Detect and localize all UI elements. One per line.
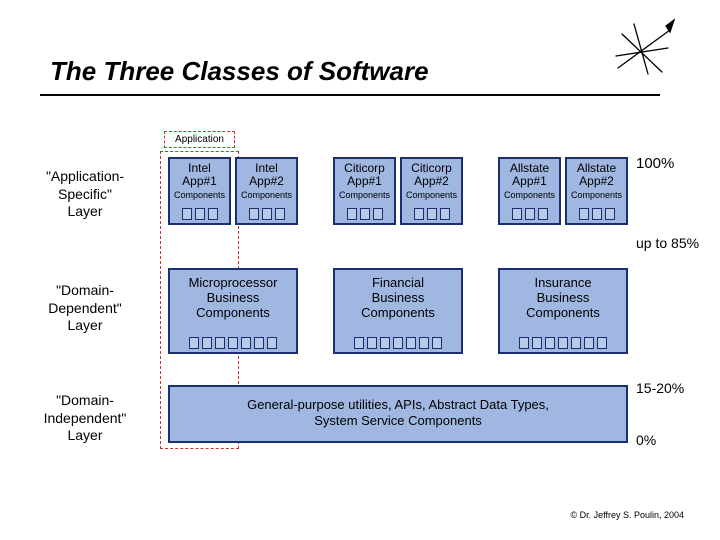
pct-100: 100% [636, 155, 674, 172]
app-cell: IntelApp#1Components [168, 157, 231, 225]
mini-box [380, 337, 390, 349]
mini-box [347, 208, 357, 220]
mini-box [427, 208, 437, 220]
mini-box [360, 208, 370, 220]
domain-cell: Financial Business Components [333, 268, 463, 354]
mini-box [354, 337, 364, 349]
mini-box [525, 208, 535, 220]
mini-box [414, 208, 424, 220]
mini-box [262, 208, 272, 220]
mini-box [373, 208, 383, 220]
domain-cell: Insurance Business Components [498, 268, 628, 354]
mini-box [182, 208, 192, 220]
layer-label-domain-independent: "Domain- Independent" Layer [20, 392, 150, 445]
logo-star [608, 14, 680, 86]
mini-box [584, 337, 594, 349]
mini-box [228, 337, 238, 349]
mini-box [579, 208, 589, 220]
app-cell-line3: Components [500, 188, 559, 202]
mini-box [571, 337, 581, 349]
mini-box [249, 208, 259, 220]
app-cell-line2: App#2 [567, 175, 626, 188]
page-title: The Three Classes of Software [50, 56, 429, 87]
mini-box [519, 337, 529, 349]
mini-box [254, 337, 264, 349]
pct-0: 0% [636, 432, 656, 448]
app-cell-line2: App#1 [500, 175, 559, 188]
mini-box [275, 208, 285, 220]
app-cell-line2: App#1 [335, 175, 394, 188]
domain-cell-text: Microprocessor Business Components [170, 276, 296, 321]
mini-box [367, 337, 377, 349]
app-cell-line2: App#2 [237, 175, 296, 188]
mini-box [195, 208, 205, 220]
mini-box [532, 337, 542, 349]
mini-box [215, 337, 225, 349]
mini-box [406, 337, 416, 349]
mini-box [432, 337, 442, 349]
pct-15-20: 15-20% [636, 380, 684, 396]
app-cell-line3: Components [567, 188, 626, 202]
pct-85: up to 85% [636, 235, 699, 251]
mini-box [419, 337, 429, 349]
app-cell: AllstateApp#2Components [565, 157, 628, 225]
app-cell: CiticorpApp#2Components [400, 157, 463, 225]
mini-box [267, 337, 277, 349]
app-cell-line3: Components [170, 188, 229, 202]
app-cell-line2: App#1 [170, 175, 229, 188]
mini-box [189, 337, 199, 349]
independent-cell-text: General-purpose utilities, APIs, Abstrac… [170, 397, 626, 428]
app-cell-line3: Components [335, 188, 394, 202]
domain-cell-text: Insurance Business Components [500, 276, 626, 321]
mini-box [241, 337, 251, 349]
mini-box [597, 337, 607, 349]
domain-cell: Microprocessor Business Components [168, 268, 298, 354]
app-cell: CiticorpApp#1Components [333, 157, 396, 225]
footer-credit: © Dr. Jeffrey S. Poulin, 2004 [570, 510, 684, 520]
mini-box [605, 208, 615, 220]
app-cell-line2: App#2 [402, 175, 461, 188]
mini-box [393, 337, 403, 349]
app-cell: IntelApp#2Components [235, 157, 298, 225]
layer-label-app-specific: "Application- Specific" Layer [20, 168, 150, 221]
domain-cell-text: Financial Business Components [335, 276, 461, 321]
independent-cell: General-purpose utilities, APIs, Abstrac… [168, 385, 628, 443]
app-cell-line3: Components [402, 188, 461, 202]
mini-box [202, 337, 212, 349]
mini-box [558, 337, 568, 349]
mini-box [592, 208, 602, 220]
mini-box [208, 208, 218, 220]
mini-box [545, 337, 555, 349]
mini-box [440, 208, 450, 220]
title-underline [40, 94, 660, 96]
app-cell-line3: Components [237, 188, 296, 202]
mini-box [538, 208, 548, 220]
layer-label-domain-dependent: "Domain- Dependent" Layer [20, 282, 150, 335]
mini-box [512, 208, 522, 220]
application-tab: Application [164, 131, 235, 148]
app-cell: AllstateApp#1Components [498, 157, 561, 225]
